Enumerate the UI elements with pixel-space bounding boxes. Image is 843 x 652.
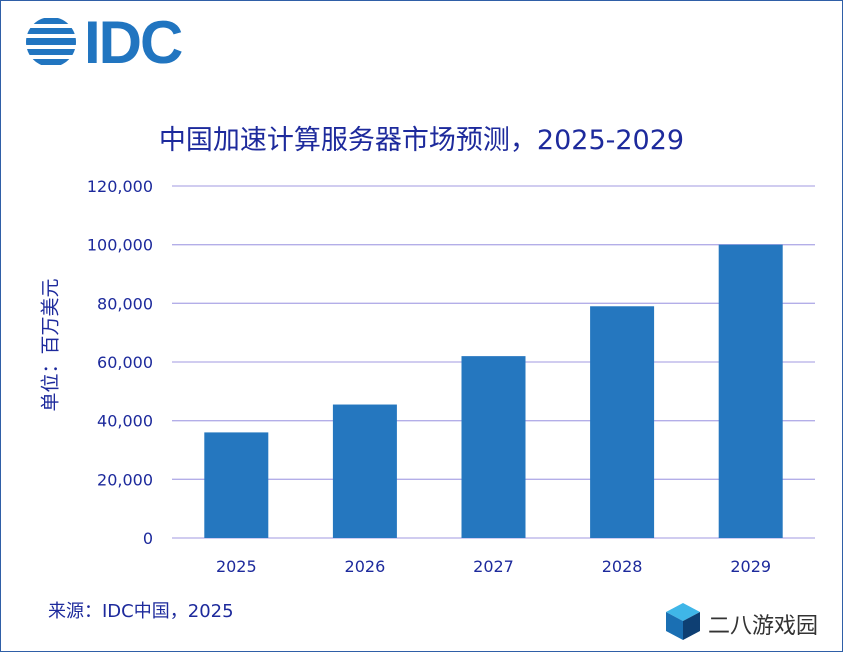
y-tick-label: 100,000 — [87, 236, 153, 255]
x-tick-label: 2029 — [730, 557, 771, 576]
idc-logo-text: IDC — [84, 9, 183, 76]
bar-2027 — [461, 356, 526, 538]
y-tick-label: 0 — [143, 529, 153, 548]
y-tick-labels: 0 20,000 40,000 60,000 80,000 100,000 120,000 — [87, 177, 153, 548]
x-tick-label: 2025 — [216, 557, 257, 576]
bar-2025 — [204, 432, 269, 538]
y-tick-label: 80,000 — [97, 294, 153, 313]
idc-logo: IDC — [24, 10, 204, 76]
cube-icon — [666, 603, 700, 640]
bars — [204, 244, 783, 538]
watermark: 二八游戏园 — [662, 600, 832, 646]
bar-2026 — [332, 404, 397, 538]
y-tick-label: 40,000 — [97, 412, 153, 431]
x-tick-label: 2026 — [345, 557, 386, 576]
source-note: 来源：IDC中国，2025 — [48, 601, 234, 622]
y-tick-label: 60,000 — [97, 353, 153, 372]
x-tick-label: 2028 — [602, 557, 643, 576]
bar-2028 — [590, 306, 655, 538]
chart-title: 中国加速计算服务器市场预测，2025-2029 — [158, 125, 685, 156]
y-tick-label: 20,000 — [97, 470, 153, 489]
x-tick-labels: 2025 2026 2027 2028 2029 — [216, 557, 771, 576]
watermark-text: 二八游戏园 — [708, 614, 819, 639]
idc-globe-icon — [26, 18, 76, 65]
bar-2029 — [718, 244, 783, 538]
y-tick-label: 120,000 — [87, 177, 153, 196]
x-tick-label: 2027 — [473, 557, 514, 576]
